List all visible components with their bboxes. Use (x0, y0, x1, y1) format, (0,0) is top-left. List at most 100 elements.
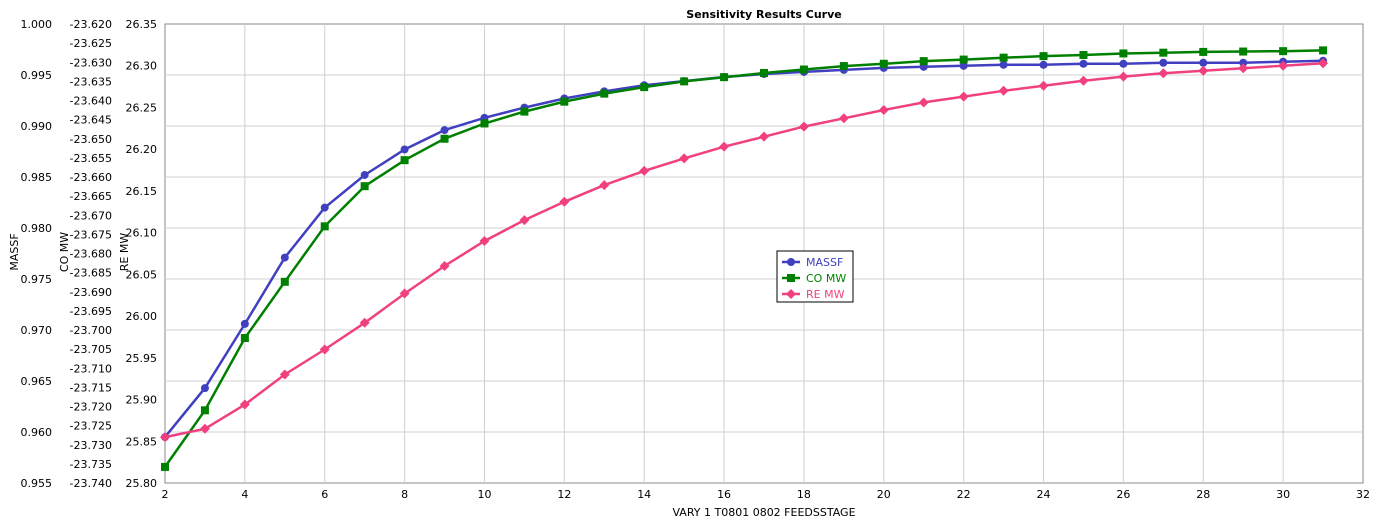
y-tick-label: -23.640 (70, 95, 112, 108)
y-tick-labels: 0.955 0.960 0.965 0.970 0.975 0.980 0.985 0.990… (21, 18, 158, 490)
data-point-co-mw (320, 222, 329, 231)
data-point-re-mw (878, 104, 889, 115)
data-point-co-mw (799, 65, 808, 74)
data-point-re-mw (1078, 75, 1089, 86)
x-tick-label: 24 (1037, 488, 1051, 501)
data-point-re-mw (918, 97, 929, 108)
data-point-re-mw (998, 85, 1009, 96)
y-tick-label: -23.670 (70, 209, 112, 222)
y-tick-label: -23.690 (70, 286, 112, 299)
y-tick-label: 25.80 (126, 477, 158, 490)
y-tick-label: 26.25 (126, 101, 158, 114)
legend-marker (787, 274, 795, 282)
data-point-co-mw (280, 277, 289, 286)
y-tick-label: 26.35 (126, 18, 158, 31)
data-point-massf (200, 384, 209, 393)
y-tick-label: 26.10 (126, 227, 158, 240)
data-point-co-mw (640, 83, 649, 92)
y-tick-label: 0.995 (21, 69, 53, 82)
y-tick-label: 0.990 (21, 120, 53, 133)
data-point-co-mw (959, 55, 968, 64)
y-tick-label: 0.960 (21, 426, 53, 439)
x-tick-label: 16 (717, 488, 731, 501)
data-point-re-mw (559, 196, 570, 207)
series-line-co-mw (163, 49, 1324, 468)
y-tick-label: 25.85 (126, 435, 158, 448)
data-point-co-mw (161, 462, 169, 471)
y-tick-label: -23.700 (70, 324, 112, 337)
data-point-re-mw (958, 91, 969, 102)
y-tick-label: 25.95 (126, 352, 158, 365)
y-tick-label: -23.635 (70, 75, 112, 88)
y-tick-label: 26.00 (126, 310, 158, 323)
x-tick-label: 18 (797, 488, 811, 501)
x-tick-label: 32 (1356, 488, 1370, 501)
y-tick-label: -23.680 (70, 248, 112, 261)
data-point-re-mw (1278, 60, 1289, 71)
y-tick-label: 0.980 (21, 222, 53, 235)
data-point-co-mw (200, 406, 209, 415)
x-tick-label: 4 (241, 488, 248, 501)
y-tick-label: -23.620 (70, 18, 112, 31)
y-tick-label: -23.695 (70, 305, 112, 318)
data-point-re-mw (1198, 65, 1209, 76)
legend: MASSF CO MW RE MW (776, 250, 854, 303)
plot-area (164, 23, 1364, 484)
y-tick-label: 0.970 (21, 324, 53, 337)
x-tick-label: 2 (162, 488, 169, 501)
series-line-re-mw (164, 61, 1324, 439)
legend-label: MASSF (806, 256, 843, 269)
data-point-re-mw (719, 141, 730, 152)
x-axis-label: VARY 1 T0801 0802 FEEDSSTAGE (672, 506, 855, 519)
data-point-massf (240, 319, 249, 328)
y-axis-label-co-mw: CO MW (58, 232, 71, 272)
y-tick-label: -23.655 (70, 152, 112, 165)
data-point-re-mw (679, 153, 690, 164)
y-tick-label: -23.740 (70, 477, 112, 490)
data-point-co-mw (879, 59, 888, 68)
y-tick-label: -23.630 (70, 56, 112, 69)
y-tick-label: 25.90 (126, 394, 158, 407)
data-point-re-mw (279, 369, 290, 380)
legend-item-co-mw: CO MW (782, 272, 846, 285)
y-tick-label: -23.665 (70, 190, 112, 203)
data-point-re-mw (239, 399, 250, 410)
y-tick-label: -23.720 (70, 401, 112, 414)
data-point-massf (1159, 58, 1168, 67)
data-point-massf (320, 203, 329, 212)
data-point-massf (999, 60, 1008, 69)
data-point-co-mw (680, 77, 689, 86)
y-tick-label: -23.725 (70, 420, 112, 433)
data-point-massf (360, 170, 369, 179)
data-point-re-mw (199, 423, 210, 434)
legend-item-massf: MASSF (782, 256, 843, 269)
x-tick-label: 14 (637, 488, 651, 501)
data-point-co-mw (560, 97, 569, 106)
x-tick-label: 20 (877, 488, 891, 501)
legend-label: RE MW (806, 288, 845, 301)
data-point-co-mw (999, 53, 1008, 62)
data-point-massf (1239, 58, 1248, 67)
y-tick-label: 0.955 (21, 477, 53, 490)
data-point-re-mw (160, 432, 170, 443)
x-tick-labels: 2 4 6 8 10 12 14 16 18 20 22 24 26 28 30 32 (162, 488, 1371, 501)
y-tick-label: 0.975 (21, 273, 53, 286)
legend-marker (787, 258, 795, 266)
data-point-re-mw (1118, 71, 1129, 82)
y-tick-label: 1.000 (21, 18, 53, 31)
x-tick-label: 22 (957, 488, 971, 501)
data-point-co-mw (1319, 46, 1328, 55)
data-point-re-mw (479, 235, 490, 246)
y-tick-label: -23.710 (70, 362, 112, 375)
data-point-co-mw (1199, 47, 1208, 56)
data-point-co-mw (720, 73, 729, 82)
chart-title: Sensitivity Results Curve (686, 8, 841, 21)
data-point-re-mw (399, 288, 410, 299)
x-tick-label: 12 (557, 488, 571, 501)
data-point-co-mw (400, 156, 409, 165)
x-tick-label: 30 (1276, 488, 1290, 501)
data-point-co-mw (760, 68, 768, 77)
data-point-massf (959, 61, 968, 70)
data-point-re-mw (439, 261, 450, 272)
